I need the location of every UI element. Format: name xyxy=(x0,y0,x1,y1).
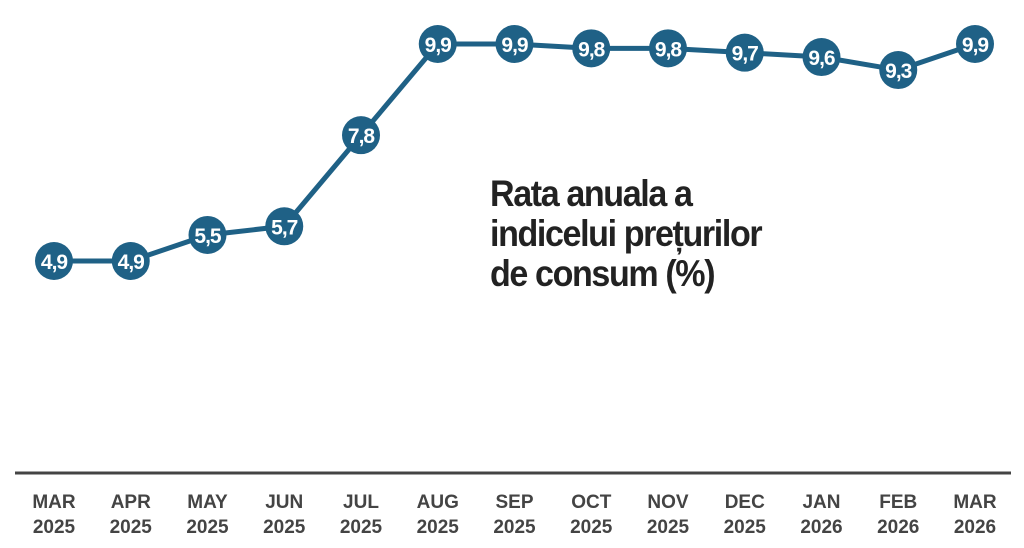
x-tick-label-month: OCT xyxy=(571,492,612,513)
x-tick-label-month: MAR xyxy=(953,492,997,513)
data-label: 9,8 xyxy=(655,38,683,61)
x-tick-label-month: JUN xyxy=(265,492,303,513)
x-tick-label-year: 2025 xyxy=(724,517,767,538)
x-tick-label-year: 2025 xyxy=(417,517,460,538)
data-point xyxy=(418,25,457,63)
data-label: 9,9 xyxy=(962,34,989,57)
data-point xyxy=(188,215,227,254)
x-tick-label-month: SEP xyxy=(495,492,533,513)
x-tick-label-year: 2025 xyxy=(186,517,229,538)
x-tick-label-month: APR xyxy=(111,492,151,513)
data-point xyxy=(35,242,73,280)
data-label: 5,7 xyxy=(271,216,298,239)
x-tick-label-month: MAY xyxy=(187,492,228,513)
data-label: 9,6 xyxy=(808,47,835,70)
data-point xyxy=(879,51,918,90)
x-tick-label-month: NOV xyxy=(647,492,689,513)
x-tick-label-year: 2025 xyxy=(33,517,76,538)
x-tick-label-month: JAN xyxy=(802,492,840,513)
data-point xyxy=(342,116,380,155)
data-label: 7,8 xyxy=(348,125,376,148)
x-tick-label-year: 2025 xyxy=(493,517,536,538)
data-label: 4,9 xyxy=(41,251,68,274)
data-point xyxy=(802,38,841,77)
x-tick-label-year: 2025 xyxy=(263,517,306,538)
x-tick-label-year: 2025 xyxy=(110,517,153,538)
x-tick-label-month: AUG xyxy=(417,492,459,513)
x-tick-label-year: 2026 xyxy=(954,517,996,538)
chart-title-line-1: Rata anuala a xyxy=(490,173,693,214)
data-point xyxy=(111,242,150,280)
x-tick-label-year: 2026 xyxy=(877,517,919,538)
data-label: 5,5 xyxy=(194,225,222,248)
data-point xyxy=(649,29,687,68)
data-label: 9,8 xyxy=(578,38,606,61)
data-label: 9,9 xyxy=(425,34,452,57)
x-tick-label-month: MAR xyxy=(32,492,76,513)
chart-title-line-3: de consum (%) xyxy=(490,253,716,294)
data-point xyxy=(265,207,304,246)
x-tick-label-month: JUL xyxy=(343,492,379,513)
x-tick-label-year: 2025 xyxy=(647,517,690,538)
data-label: 4,9 xyxy=(118,251,145,274)
chart-title: Rata anuala a indicelui prețurilor de co… xyxy=(490,173,763,294)
data-label: 9,9 xyxy=(501,34,528,57)
data-label: 9,7 xyxy=(732,43,759,66)
x-tick-label-year: 2025 xyxy=(570,517,613,538)
data-point xyxy=(495,25,534,63)
data-label: 9,3 xyxy=(885,60,912,83)
x-tick-label-year: 2025 xyxy=(340,517,383,538)
x-tick-label-month: DEC xyxy=(725,492,765,513)
x-tick-label-year: 2026 xyxy=(800,517,842,538)
x-tick-label-month: FEB xyxy=(879,492,917,513)
data-point xyxy=(956,25,994,63)
data-point xyxy=(725,33,764,72)
data-point xyxy=(572,29,611,68)
chart-title-line-2: indicelui prețurilor xyxy=(490,213,763,254)
